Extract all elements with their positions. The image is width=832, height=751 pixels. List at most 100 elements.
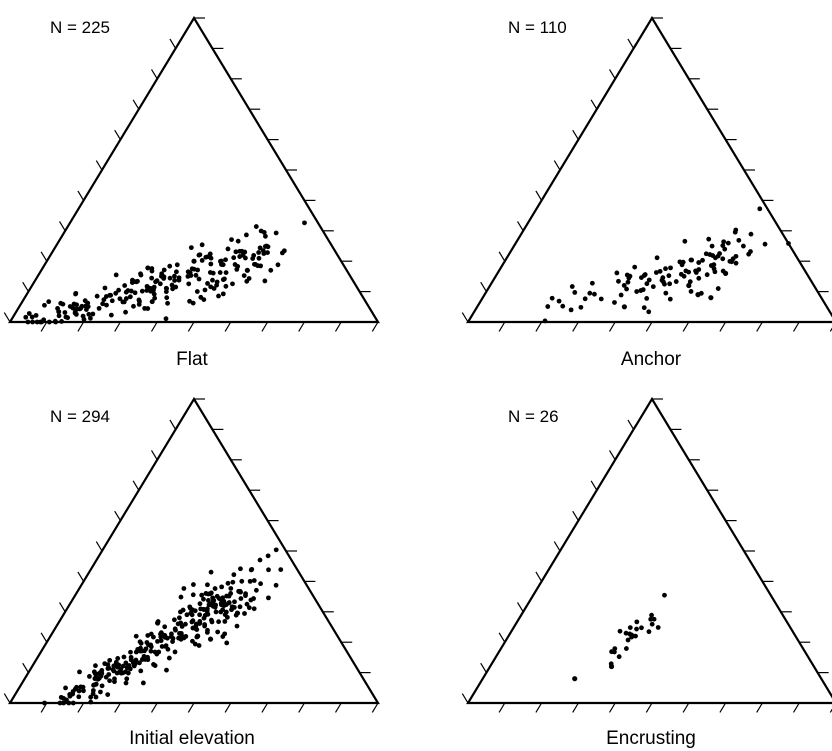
- data-point: [275, 262, 281, 268]
- data-point: [657, 268, 663, 274]
- data-point: [733, 253, 739, 259]
- data-point: [153, 279, 158, 285]
- data-point: [144, 640, 150, 645]
- data-point: [202, 287, 208, 293]
- axis-tick-left: [77, 190, 85, 201]
- data-point: [626, 275, 632, 281]
- data-point: [634, 619, 640, 625]
- sample-size-label: N = 26: [508, 407, 559, 426]
- data-point: [115, 655, 121, 661]
- data-point: [152, 649, 158, 655]
- data-point: [216, 619, 222, 625]
- data-point: [66, 700, 72, 706]
- data-point: [184, 612, 190, 618]
- axis-tick-bottom: [187, 321, 195, 332]
- data-point: [58, 694, 64, 700]
- data-point: [101, 297, 107, 303]
- data-point: [237, 254, 243, 259]
- data-point: [256, 255, 262, 261]
- data-point: [77, 669, 82, 675]
- data-point: [81, 316, 87, 322]
- data-point: [625, 637, 631, 643]
- axis-tick-left: [516, 221, 524, 232]
- data-point: [201, 596, 206, 602]
- data-point: [273, 582, 279, 588]
- data-point: [151, 291, 157, 297]
- axis-tick-bottom: [792, 321, 800, 332]
- data-point: [67, 692, 73, 697]
- axis-tick-left: [169, 38, 177, 49]
- data-point: [748, 249, 753, 254]
- data-point: [131, 303, 136, 309]
- data-point: [190, 618, 196, 624]
- data-point: [70, 700, 76, 706]
- axis-tick-left: [608, 450, 616, 461]
- data-point: [632, 264, 638, 270]
- data-point: [542, 318, 548, 324]
- data-point: [687, 279, 693, 285]
- data-point: [208, 261, 214, 267]
- data-point: [278, 567, 284, 572]
- data-point: [262, 278, 268, 284]
- axis-tick-bottom: [719, 702, 727, 713]
- data-point: [762, 241, 768, 247]
- data-point: [253, 224, 259, 229]
- data-point: [265, 553, 271, 559]
- data-point: [92, 676, 98, 682]
- data-point: [175, 621, 181, 627]
- data-point: [163, 643, 169, 649]
- data-point: [123, 296, 129, 301]
- data-point: [646, 309, 652, 315]
- data-point: [91, 682, 96, 688]
- ternary-panel-flat: N = 225 Flat: [3, 15, 380, 370]
- data-point: [733, 260, 739, 266]
- data-point: [625, 279, 631, 285]
- data-point: [623, 646, 629, 651]
- data-point: [199, 258, 205, 263]
- data-point: [244, 601, 250, 607]
- data-point: [266, 567, 271, 573]
- data-point: [229, 237, 234, 243]
- data-point: [70, 689, 76, 694]
- data-point: [138, 645, 143, 651]
- data-point: [720, 243, 726, 249]
- axis-tick-left: [498, 632, 506, 643]
- axis-tick-bottom: [261, 702, 269, 713]
- axis-tick-left: [150, 69, 158, 80]
- data-point: [90, 311, 96, 317]
- data-point: [100, 301, 106, 307]
- data-point: [732, 229, 738, 235]
- data-point: [549, 295, 555, 301]
- data-point: [178, 609, 183, 615]
- data-point: [654, 255, 660, 261]
- axis-tick-bottom: [261, 321, 269, 332]
- data-point: [197, 601, 203, 607]
- data-point: [696, 260, 702, 265]
- data-point: [213, 609, 219, 615]
- data-point: [247, 578, 253, 584]
- axis-tick-left: [95, 160, 103, 171]
- data-point: [105, 692, 111, 697]
- data-point: [138, 640, 144, 646]
- data-point: [177, 615, 182, 621]
- data-point: [231, 255, 237, 261]
- data-point: [238, 566, 243, 572]
- data-point: [666, 273, 672, 279]
- data-point: [196, 643, 202, 648]
- data-point: [174, 262, 180, 268]
- data-point: [202, 623, 208, 629]
- data-point: [215, 629, 221, 635]
- data-point: [25, 319, 31, 325]
- axis-tick-left: [627, 419, 635, 430]
- data-point: [187, 298, 192, 304]
- data-point: [104, 302, 109, 308]
- data-point: [226, 593, 232, 599]
- data-point: [155, 638, 160, 644]
- data-point: [140, 680, 146, 686]
- data-point: [253, 262, 258, 267]
- axis-tick-bottom: [645, 702, 653, 713]
- data-point: [171, 617, 177, 623]
- data-point: [191, 258, 197, 264]
- data-point: [660, 275, 666, 281]
- sample-size-label: N = 225: [50, 18, 110, 37]
